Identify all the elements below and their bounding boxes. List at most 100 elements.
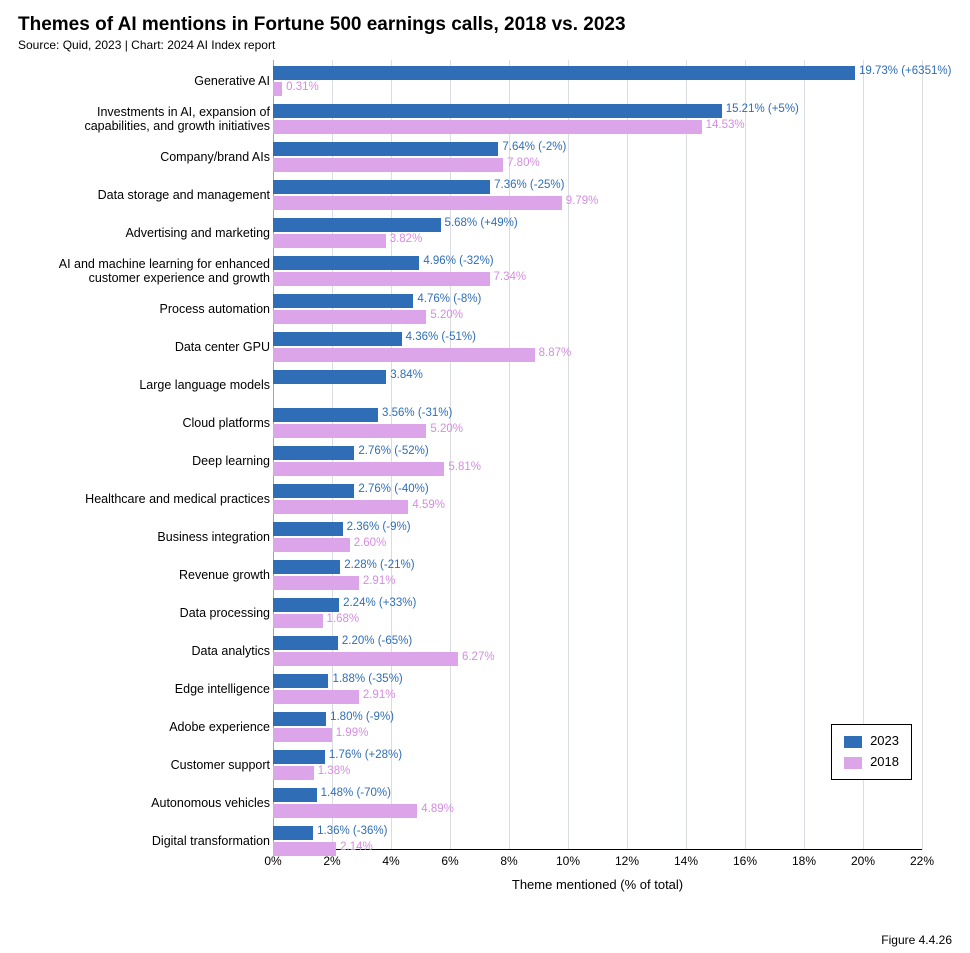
bar-group: 19.73% (+6351%)0.31%	[273, 62, 922, 100]
category-row: Advertising and marketing 5.68% (+49%) 3.8…	[18, 214, 952, 252]
value-label-2023: 5.68% (+49%)	[445, 217, 518, 229]
category-row: Cloud platforms3.56% (-31%)5.20%	[18, 404, 952, 442]
category-label: Autonomous vehicles	[30, 784, 270, 822]
bar-2018	[273, 690, 359, 704]
bar-group: 5.68% (+49%) 3.82%	[273, 214, 922, 252]
category-row: Data processing2.24% (+33%)1.68%	[18, 594, 952, 632]
bar-group: 2.24% (+33%)1.68%	[273, 594, 922, 632]
category-label: Generative AI	[30, 62, 270, 100]
bar-2023	[273, 636, 338, 650]
bar-group: 2.36% (-9%)2.60%	[273, 518, 922, 556]
value-label-2023: 3.84%	[390, 369, 423, 381]
value-label-2023: 1.48% (-70%)	[321, 787, 391, 799]
category-label: Business integration	[30, 518, 270, 556]
category-row: AI and machine learning for enhanced cus…	[18, 252, 952, 290]
bar-2018	[273, 272, 490, 286]
bar-2018	[273, 158, 503, 172]
value-label-2018: 2.91%	[363, 575, 396, 587]
bar-group: 7.64% (-2%)7.80%	[273, 138, 922, 176]
value-label-2023: 1.36% (-36%)	[317, 825, 387, 837]
bar-2023	[273, 256, 419, 270]
value-label-2018: 0.31%	[286, 81, 319, 93]
value-label-2023: 2.28% (-21%)	[344, 559, 414, 571]
category-row: Company/brand AIs7.64% (-2%)7.80%	[18, 138, 952, 176]
bar-2023	[273, 142, 498, 156]
value-label-2023: 1.76% (+28%)	[329, 749, 402, 761]
bar-group: 2.20% (-65%) 6.27%	[273, 632, 922, 670]
bar-2023	[273, 66, 855, 80]
category-row: Deep learning 2.76% (-52%) 5.81%	[18, 442, 952, 480]
category-row: Large language models3.84%	[18, 366, 952, 404]
bar-2023	[273, 370, 386, 384]
value-label-2018: 5.20%	[430, 423, 463, 435]
bar-group: 1.88% (-35%)2.91%	[273, 670, 922, 708]
bar-group: 1.80% (-9%)1.99%	[273, 708, 922, 746]
bar-2023	[273, 104, 722, 118]
category-row: Data storage and management7.36% (-25%)9…	[18, 176, 952, 214]
bar-2023	[273, 218, 441, 232]
bar-2023	[273, 180, 490, 194]
category-label: Data processing	[30, 594, 270, 632]
bar-2018	[273, 728, 332, 742]
value-label-2023: 7.36% (-25%)	[494, 179, 564, 191]
category-label: Deep learning	[30, 442, 270, 480]
category-row: Customer support1.76% (+28%)1.38%	[18, 746, 952, 784]
value-label-2018: 6.27%	[462, 651, 495, 663]
category-label: Revenue growth	[30, 556, 270, 594]
bar-2023	[273, 484, 354, 498]
bar-2023	[273, 712, 326, 726]
bar-group: 4.96% (-32%)7.34%	[273, 252, 922, 290]
bar-2023	[273, 560, 340, 574]
category-row: Generative AI19.73% (+6351%)0.31%	[18, 62, 952, 100]
figure-reference: Figure 4.4.26	[881, 933, 952, 947]
bar-2018	[273, 462, 444, 476]
category-row: Data analytics 2.20% (-65%) 6.27%	[18, 632, 952, 670]
bar-2018	[273, 500, 408, 514]
bar-2023	[273, 522, 343, 536]
chart-subtitle: Source: Quid, 2023 | Chart: 2024 AI Inde…	[18, 38, 952, 52]
value-label-2023: 1.88% (-35%)	[332, 673, 402, 685]
value-label-2018: 7.34%	[494, 271, 527, 283]
value-label-2018: 5.81%	[448, 461, 481, 473]
value-label-2023: 19.73% (+6351%)	[859, 65, 951, 77]
value-label-2018: 2.14%	[340, 841, 373, 853]
bar-2018	[273, 196, 562, 210]
chart-container: Themes of AI mentions in Fortune 500 ear…	[0, 0, 970, 953]
bar-2018	[273, 120, 702, 134]
bar-2018	[273, 82, 282, 96]
bar-2018	[273, 576, 359, 590]
bar-group: 3.84%	[273, 366, 922, 404]
category-label: Healthcare and medical practices	[30, 480, 270, 518]
category-label: AI and machine learning for enhanced cus…	[30, 252, 270, 290]
value-label-2018: 4.59%	[412, 499, 445, 511]
category-row: Healthcare and medical practices2.76% (-…	[18, 480, 952, 518]
value-label-2018: 3.82%	[390, 233, 423, 245]
bar-2018	[273, 766, 314, 780]
bar-2018	[273, 652, 458, 666]
category-label: Data analytics	[30, 632, 270, 670]
value-label-2018: 4.89%	[421, 803, 454, 815]
category-label: Advertising and marketing	[30, 214, 270, 252]
value-label-2018: 1.99%	[336, 727, 369, 739]
bar-group: 4.76% (-8%) 5.20%	[273, 290, 922, 328]
value-label-2018: 5.20%	[430, 309, 463, 321]
bar-2023	[273, 826, 313, 840]
value-label-2018: 1.38%	[318, 765, 351, 777]
bar-group: 2.76% (-52%) 5.81%	[273, 442, 922, 480]
value-label-2023: 2.20% (-65%)	[342, 635, 412, 647]
value-label-2023: 2.76% (-52%)	[358, 445, 428, 457]
category-label: Edge intelligence	[30, 670, 270, 708]
bar-group: 4.36% (-51%)8.87%	[273, 328, 922, 366]
bar-2023	[273, 598, 339, 612]
value-label-2018: 8.87%	[539, 347, 572, 359]
bar-2018	[273, 348, 535, 362]
bar-2018	[273, 804, 417, 818]
category-row: Investments in AI, expansion of capabili…	[18, 100, 952, 138]
value-label-2023: 4.76% (-8%)	[417, 293, 481, 305]
value-label-2023: 3.56% (-31%)	[382, 407, 452, 419]
bar-2018	[273, 614, 323, 628]
value-label-2018: 9.79%	[566, 195, 599, 207]
bar-group: 1.36% (-36%) 2.14%	[273, 822, 922, 860]
category-row: Revenue growth 2.28% (-21%) 2.91%	[18, 556, 952, 594]
category-row: Autonomous vehicles 1.48% (-70%) 4.89%	[18, 784, 952, 822]
